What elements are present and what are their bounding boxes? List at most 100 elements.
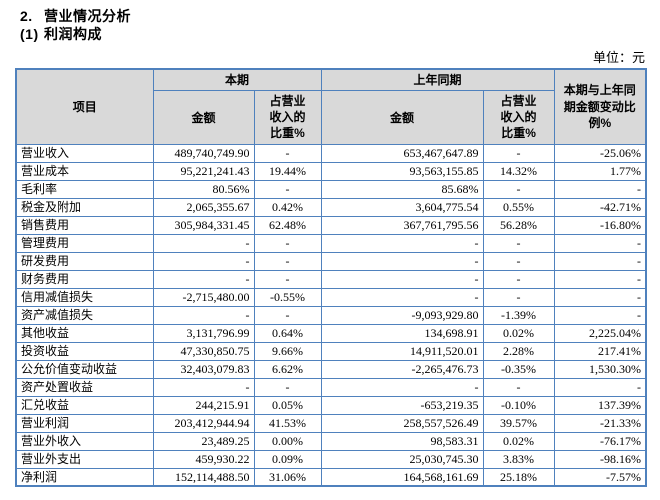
section-number: 2. (20, 8, 33, 24)
section-title: 营业情况分析 (44, 8, 131, 24)
col-header-item: 项目 (15, 68, 154, 145)
cell-prior-ratio: 0.55% (482, 197, 555, 217)
cell-change-ratio: 2,225.04% (553, 323, 647, 343)
cell-item: 营业收入 (15, 143, 154, 163)
cell-prior-amount: -653,219.35 (320, 395, 484, 415)
cell-prior-ratio: - (482, 143, 555, 163)
cell-current-ratio: - (253, 269, 322, 289)
table-row: 营业利润 203,412,944.94 41.53% 258,557,526.49 39… (15, 413, 647, 433)
cell-item: 资产处置收益 (15, 377, 154, 397)
cell-change-ratio: - (553, 287, 647, 307)
cell-current-amount: 3,131,796.99 (152, 323, 255, 343)
cell-prior-amount: 85.68% (320, 179, 484, 199)
cell-prior-ratio: 3.83% (482, 449, 555, 469)
cell-change-ratio: -76.17% (553, 431, 647, 451)
cell-prior-ratio: - (482, 251, 555, 271)
cell-change-ratio: 137.39% (553, 395, 647, 415)
cell-current-ratio: 31.06% (253, 467, 322, 487)
col-header-current-period: 本期 (152, 68, 322, 91)
cell-current-ratio: 0.64% (253, 323, 322, 343)
cell-current-amount: 80.56% (152, 179, 255, 199)
cell-change-ratio: -98.16% (553, 449, 647, 469)
cell-prior-ratio: -0.35% (482, 359, 555, 379)
cell-item: 投资收益 (15, 341, 154, 361)
cell-current-ratio: - (253, 179, 322, 199)
cell-current-amount: 23,489.25 (152, 431, 255, 451)
cell-current-amount: 152,114,488.50 (152, 467, 255, 487)
cell-item: 营业成本 (15, 161, 154, 181)
table-row: 毛利率 80.56% -85.68% - - (15, 179, 647, 199)
cell-item: 信用减值损失 (15, 287, 154, 307)
table-row: 税金及附加 2,065,355.67 0.42% 3,604,775.54 0.55% -… (15, 197, 647, 217)
table-row: 营业外支出 459,930.22 0.09% 25,030,745.30 3.83% -9… (15, 449, 647, 469)
cell-current-amount: 32,403,079.83 (152, 359, 255, 379)
cell-prior-amount: 25,030,745.30 (320, 449, 484, 469)
table-row: 营业外收入 23,489.25 0.00% 98,583.31 0.02% -76.17% (15, 431, 647, 451)
cell-change-ratio: 1.77% (553, 161, 647, 181)
subsection-title: 利润构成 (44, 26, 102, 42)
col-header-change-ratio: 本期与上年同 期金额变动比 例% (553, 68, 647, 145)
cell-change-ratio: -42.71% (553, 197, 647, 217)
cell-change-ratio: - (553, 251, 647, 271)
profit-composition-table: 项目 本期 上年同期 本期与上年同 期金额变动比 例% 金额 占营业 收入的 比… (15, 68, 648, 487)
cell-item: 净利润 (15, 467, 154, 487)
cell-prior-ratio: 25.18% (482, 467, 555, 487)
cell-prior-amount: 258,557,526.49 (320, 413, 484, 433)
cell-item: 销售费用 (15, 215, 154, 235)
col-header-prior-period: 上年同期 (320, 68, 555, 91)
table-body: 营业收入 489,740,749.90-653,467,647.89- -25.06… (15, 143, 647, 487)
cell-prior-amount: 93,563,155.85 (320, 161, 484, 181)
cell-item: 公允价值变动收益 (15, 359, 154, 379)
table-row: 研发费用 - - - - - (15, 251, 647, 271)
table-row: 营业收入 489,740,749.90-653,467,647.89- -25.06… (15, 143, 647, 163)
cell-current-ratio: 0.42% (253, 197, 322, 217)
col-header-prior-amount: 金额 (320, 89, 484, 145)
cell-prior-amount: 653,467,647.89 (320, 143, 484, 163)
cell-item: 资产减值损失 (15, 305, 154, 325)
cell-change-ratio: - (553, 377, 647, 397)
section-heading: 2. 营业情况分析 (20, 7, 660, 25)
cell-prior-amount: - (320, 287, 484, 307)
cell-current-ratio: - (253, 305, 322, 325)
cell-item: 营业外支出 (15, 449, 154, 469)
cell-prior-ratio: - (482, 233, 555, 253)
cell-current-ratio: 0.05% (253, 395, 322, 415)
cell-prior-ratio: 2.28% (482, 341, 555, 361)
cell-item: 营业外收入 (15, 431, 154, 451)
cell-prior-amount: - (320, 251, 484, 271)
cell-prior-ratio: 0.02% (482, 323, 555, 343)
cell-current-amount: - (152, 377, 255, 397)
cell-change-ratio: -21.33% (553, 413, 647, 433)
cell-change-ratio: -16.80% (553, 215, 647, 235)
cell-item: 毛利率 (15, 179, 154, 199)
cell-change-ratio: - (553, 179, 647, 199)
cell-current-amount: 459,930.22 (152, 449, 255, 469)
table-row: 资产减值损失 - - -9,093,929.80 -1.39% - (15, 305, 647, 325)
cell-current-ratio: 41.53% (253, 413, 322, 433)
cell-prior-amount: 3,604,775.54 (320, 197, 484, 217)
cell-prior-amount: 134,698.91 (320, 323, 484, 343)
cell-current-ratio: 0.09% (253, 449, 322, 469)
cell-item: 财务费用 (15, 269, 154, 289)
cell-current-amount: 203,412,944.94 (152, 413, 255, 433)
cell-current-amount: 244,215.91 (152, 395, 255, 415)
subsection-number: (1) (20, 26, 39, 42)
cell-current-ratio: 9.66% (253, 341, 322, 361)
cell-item: 税金及附加 (15, 197, 154, 217)
header-group-row: 项目 本期 上年同期 本期与上年同 期金额变动比 例% (15, 68, 647, 145)
cell-prior-ratio: - (482, 377, 555, 397)
cell-prior-amount: - (320, 233, 484, 253)
cell-prior-ratio: - (482, 269, 555, 289)
cell-current-amount: 489,740,749.90 (152, 143, 255, 163)
table-header: 项目 本期 上年同期 本期与上年同 期金额变动比 例% 金额 占营业 收入的 比… (15, 68, 647, 145)
table-row: 其他收益 3,131,796.99 0.64% 134,698.91 0.02% 2,22… (15, 323, 647, 343)
cell-prior-ratio: -0.10% (482, 395, 555, 415)
cell-current-amount: - (152, 305, 255, 325)
cell-item: 其他收益 (15, 323, 154, 343)
cell-current-ratio: 0.00% (253, 431, 322, 451)
cell-prior-amount: 14,911,520.01 (320, 341, 484, 361)
col-header-current-ratio: 占营业 收入的 比重% (253, 89, 322, 145)
cell-prior-amount: 164,568,161.69 (320, 467, 484, 487)
cell-current-amount: 95,221,241.43 (152, 161, 255, 181)
cell-item: 管理费用 (15, 233, 154, 253)
